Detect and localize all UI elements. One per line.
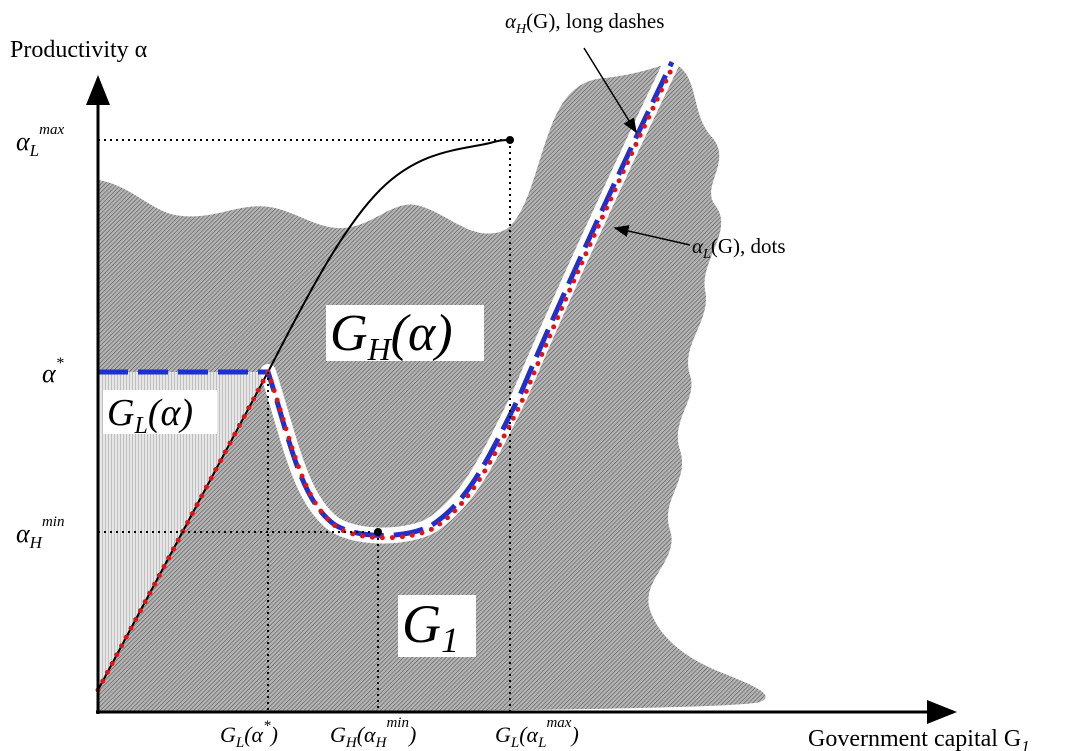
point-alpha-l-max (506, 136, 514, 144)
tick-gl-alpha-star: GL(α*) (220, 718, 278, 751)
x-axis-subscript: 1 (1021, 737, 1030, 751)
x-axis-label: Government capital G1 (808, 726, 1030, 751)
tick-gl-alpha-l-max: GL(αLmax) (495, 715, 579, 751)
gh-label-box (326, 305, 484, 361)
gl-label-box (103, 390, 217, 434)
annotation-alpha-l-arrow (613, 225, 691, 246)
y-axis-label: Productivity α (10, 37, 148, 63)
tick-alpha-h-min: αHmin (16, 514, 64, 552)
annotation-alpha-h-arrow (583, 47, 637, 134)
region-label-g1: G1 (402, 594, 459, 660)
region-label-gh: GH(α) (330, 305, 453, 367)
point-alpha-h-min (374, 528, 382, 536)
tick-alpha-star: α* (42, 355, 64, 388)
annotation-alpha-l: αL(G), dots (692, 234, 786, 262)
annotation-alpha-h: αH(G), long dashes (505, 9, 664, 37)
tick-alpha-l-max: αLmax (16, 122, 64, 160)
solid-curve (267, 139, 511, 373)
guide-lines (98, 139, 511, 712)
region-label-gl: GL(α) (107, 392, 193, 439)
alpha-l-dots (95, 61, 677, 693)
tick-gh-alpha-h-min: GH(αHmin) (330, 715, 416, 751)
g1-label-box (398, 595, 476, 657)
